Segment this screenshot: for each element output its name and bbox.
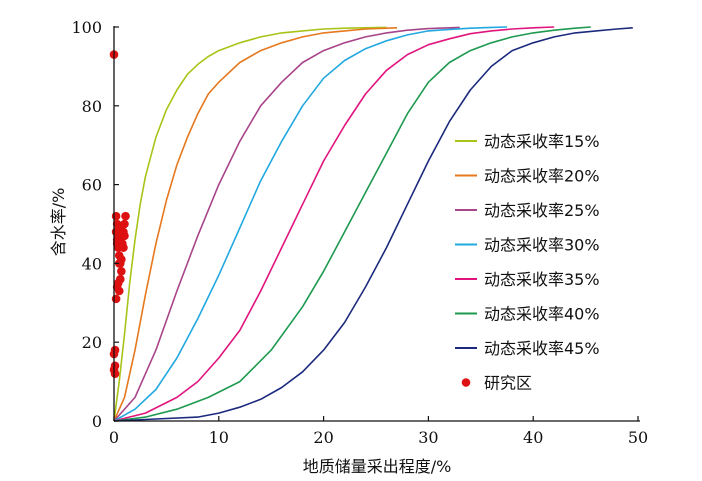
scatter-point bbox=[111, 294, 121, 304]
scatter-point bbox=[121, 211, 130, 221]
legend-label-3: 动态采收率25% bbox=[484, 201, 600, 220]
x-axis: 0 10 20 30 40 50 bbox=[109, 416, 648, 447]
scatter-point bbox=[117, 266, 126, 276]
x-tick-label: 30 bbox=[418, 428, 438, 447]
series-line-6 bbox=[113, 26, 591, 422]
legend-label-1: 动态采收率15% bbox=[484, 132, 600, 151]
x-tick-label: 0 bbox=[109, 428, 119, 447]
y-axis: 0 20 40 60 80 100 bbox=[71, 18, 119, 431]
legend-label-scatter: 研究区 bbox=[484, 374, 532, 393]
series-line-2 bbox=[113, 27, 398, 422]
y-tick-label: 60 bbox=[82, 176, 102, 195]
y-axis-title: 含水率/% bbox=[49, 188, 68, 257]
x-tick-label: 50 bbox=[628, 428, 648, 447]
scatter-point bbox=[111, 211, 121, 221]
y-tick-label: 40 bbox=[82, 254, 102, 273]
legend-label-7: 动态采收率45% bbox=[484, 339, 600, 358]
scatter-point bbox=[120, 231, 129, 241]
scatter-point bbox=[119, 243, 128, 252]
series-line-3 bbox=[113, 26, 460, 422]
x-axis-title: 地质储量采出程度/% bbox=[303, 457, 452, 476]
scatter-point bbox=[117, 255, 126, 264]
legend-label-2: 动态采收率20% bbox=[484, 167, 600, 186]
x-tick-label: 10 bbox=[209, 428, 229, 447]
x-tick-label: 20 bbox=[313, 428, 333, 447]
series-line-7 bbox=[113, 27, 633, 422]
y-tick-label: 80 bbox=[82, 97, 102, 116]
scatter-point bbox=[114, 286, 124, 296]
legend-label-5: 动态采收率35% bbox=[484, 270, 600, 289]
y-tick-label: 20 bbox=[82, 333, 102, 352]
y-tick-label: 100 bbox=[71, 18, 102, 37]
series-line-1 bbox=[113, 26, 387, 422]
legend-label-6: 动态采收率40% bbox=[484, 305, 600, 324]
x-tick-label: 40 bbox=[523, 428, 543, 447]
legend: 动态采收率15% 动态采收率20% 动态采收率25% 动态采收率30% 动态采收率35%… bbox=[455, 132, 600, 393]
y-tick-label: 0 bbox=[92, 412, 102, 431]
plot-area bbox=[109, 26, 633, 422]
scatter-point bbox=[120, 219, 129, 229]
scatter-point bbox=[110, 369, 120, 379]
legend-label-4: 动态采收率30% bbox=[484, 236, 600, 255]
legend-swatch-scatter bbox=[461, 378, 471, 387]
series-line-4 bbox=[113, 26, 508, 422]
series-line-5 bbox=[113, 26, 555, 422]
